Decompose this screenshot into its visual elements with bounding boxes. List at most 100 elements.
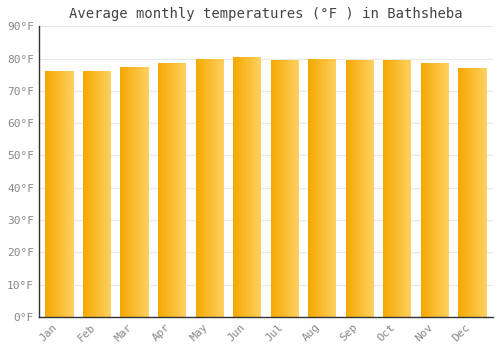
Bar [252,57,253,317]
Bar [282,60,283,317]
Bar [460,68,461,317]
Bar [168,63,169,317]
Bar [62,71,63,317]
Bar [320,58,321,317]
Bar [212,58,213,317]
Bar [50,71,51,317]
Bar [143,66,144,317]
Bar [465,68,466,317]
Bar [169,63,170,317]
Bar [73,71,74,317]
Bar [421,63,422,317]
Bar [291,60,292,317]
Bar [352,60,353,317]
Bar [475,68,476,317]
Bar [223,58,224,317]
Bar [184,63,185,317]
Bar [213,58,214,317]
Bar [278,60,279,317]
Bar [103,71,104,317]
Bar [131,66,132,317]
Bar [69,71,70,317]
Bar [443,63,444,317]
Bar [296,60,297,317]
Bar [411,60,412,317]
Bar [89,71,90,317]
Bar [249,57,250,317]
Bar [53,71,54,317]
Bar [217,58,218,317]
Bar [482,68,483,317]
Bar [323,58,324,317]
Bar [108,71,109,317]
Bar [83,71,84,317]
Bar [397,60,398,317]
Bar [470,68,471,317]
Bar [280,60,281,317]
Bar [442,63,443,317]
Bar [59,71,60,317]
Bar [260,57,261,317]
Bar [387,60,388,317]
Bar [471,68,472,317]
Bar [357,60,358,317]
Bar [314,58,315,317]
Bar [100,71,102,317]
Bar [141,66,142,317]
Bar [446,63,447,317]
Bar [235,57,236,317]
Bar [163,63,164,317]
Bar [372,60,373,317]
Bar [444,63,445,317]
Bar [410,60,411,317]
Bar [272,60,273,317]
Bar [123,66,124,317]
Bar [199,58,200,317]
Bar [221,58,222,317]
Bar [173,63,174,317]
Bar [56,71,57,317]
Bar [55,71,56,317]
Bar [324,58,325,317]
Bar [46,71,47,317]
Bar [283,60,284,317]
Bar [385,60,386,317]
Bar [279,60,280,317]
Bar [129,66,130,317]
Bar [366,60,367,317]
Bar [134,66,135,317]
Bar [185,63,186,317]
Bar [270,60,271,317]
Bar [146,66,147,317]
Bar [97,71,98,317]
Bar [62,71,63,317]
Bar [368,60,369,317]
Bar [346,60,347,317]
Bar [159,63,160,317]
Bar [483,68,484,317]
Bar [223,58,224,317]
Bar [251,57,252,317]
Bar [254,57,255,317]
Bar [242,57,243,317]
Bar [326,58,327,317]
Bar [208,58,209,317]
Bar [354,60,355,317]
Bar [289,60,290,317]
Bar [71,71,72,317]
Bar [329,58,330,317]
Bar [313,58,314,317]
Bar [136,66,137,317]
Bar [146,66,147,317]
Bar [145,66,146,317]
Bar [167,63,168,317]
Bar [358,60,359,317]
Bar [286,60,287,317]
Bar [423,63,424,317]
Bar [297,60,298,317]
Bar [360,60,361,317]
Bar [327,58,328,317]
Bar [458,68,459,317]
Bar [104,71,105,317]
Bar [70,71,71,317]
